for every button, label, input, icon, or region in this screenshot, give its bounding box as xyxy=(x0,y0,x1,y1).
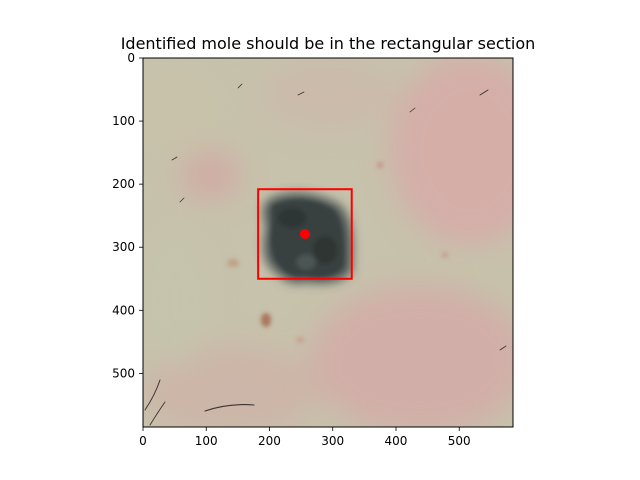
y-axis: 0 100 200 300 400 500 xyxy=(112,51,143,380)
skin-redness xyxy=(143,58,513,427)
x-axis: 0 100 200 300 400 500 xyxy=(139,427,471,448)
figure-title: Identified mole should be in the rectang… xyxy=(121,34,536,53)
y-tick-label: 500 xyxy=(112,366,135,380)
y-tick-label: 300 xyxy=(112,240,135,254)
x-tick-label: 0 xyxy=(139,434,147,448)
mole-bounding-rectangle xyxy=(257,188,353,280)
skin-photo xyxy=(143,58,513,427)
axes-frame xyxy=(142,57,514,428)
skin-spots xyxy=(227,162,448,343)
x-tick-label: 200 xyxy=(258,434,281,448)
x-tick-label: 100 xyxy=(195,434,218,448)
y-tick-label: 100 xyxy=(112,114,135,128)
y-tick-label: 200 xyxy=(112,177,135,191)
x-tick-label: 400 xyxy=(385,434,408,448)
mole-center-marker xyxy=(299,228,310,239)
y-tick-label: 0 xyxy=(127,51,135,65)
mole xyxy=(263,192,353,284)
y-tick-label: 400 xyxy=(112,303,135,317)
x-tick-label: 300 xyxy=(321,434,344,448)
x-tick-label: 500 xyxy=(448,434,471,448)
skin-hairs xyxy=(144,83,507,426)
